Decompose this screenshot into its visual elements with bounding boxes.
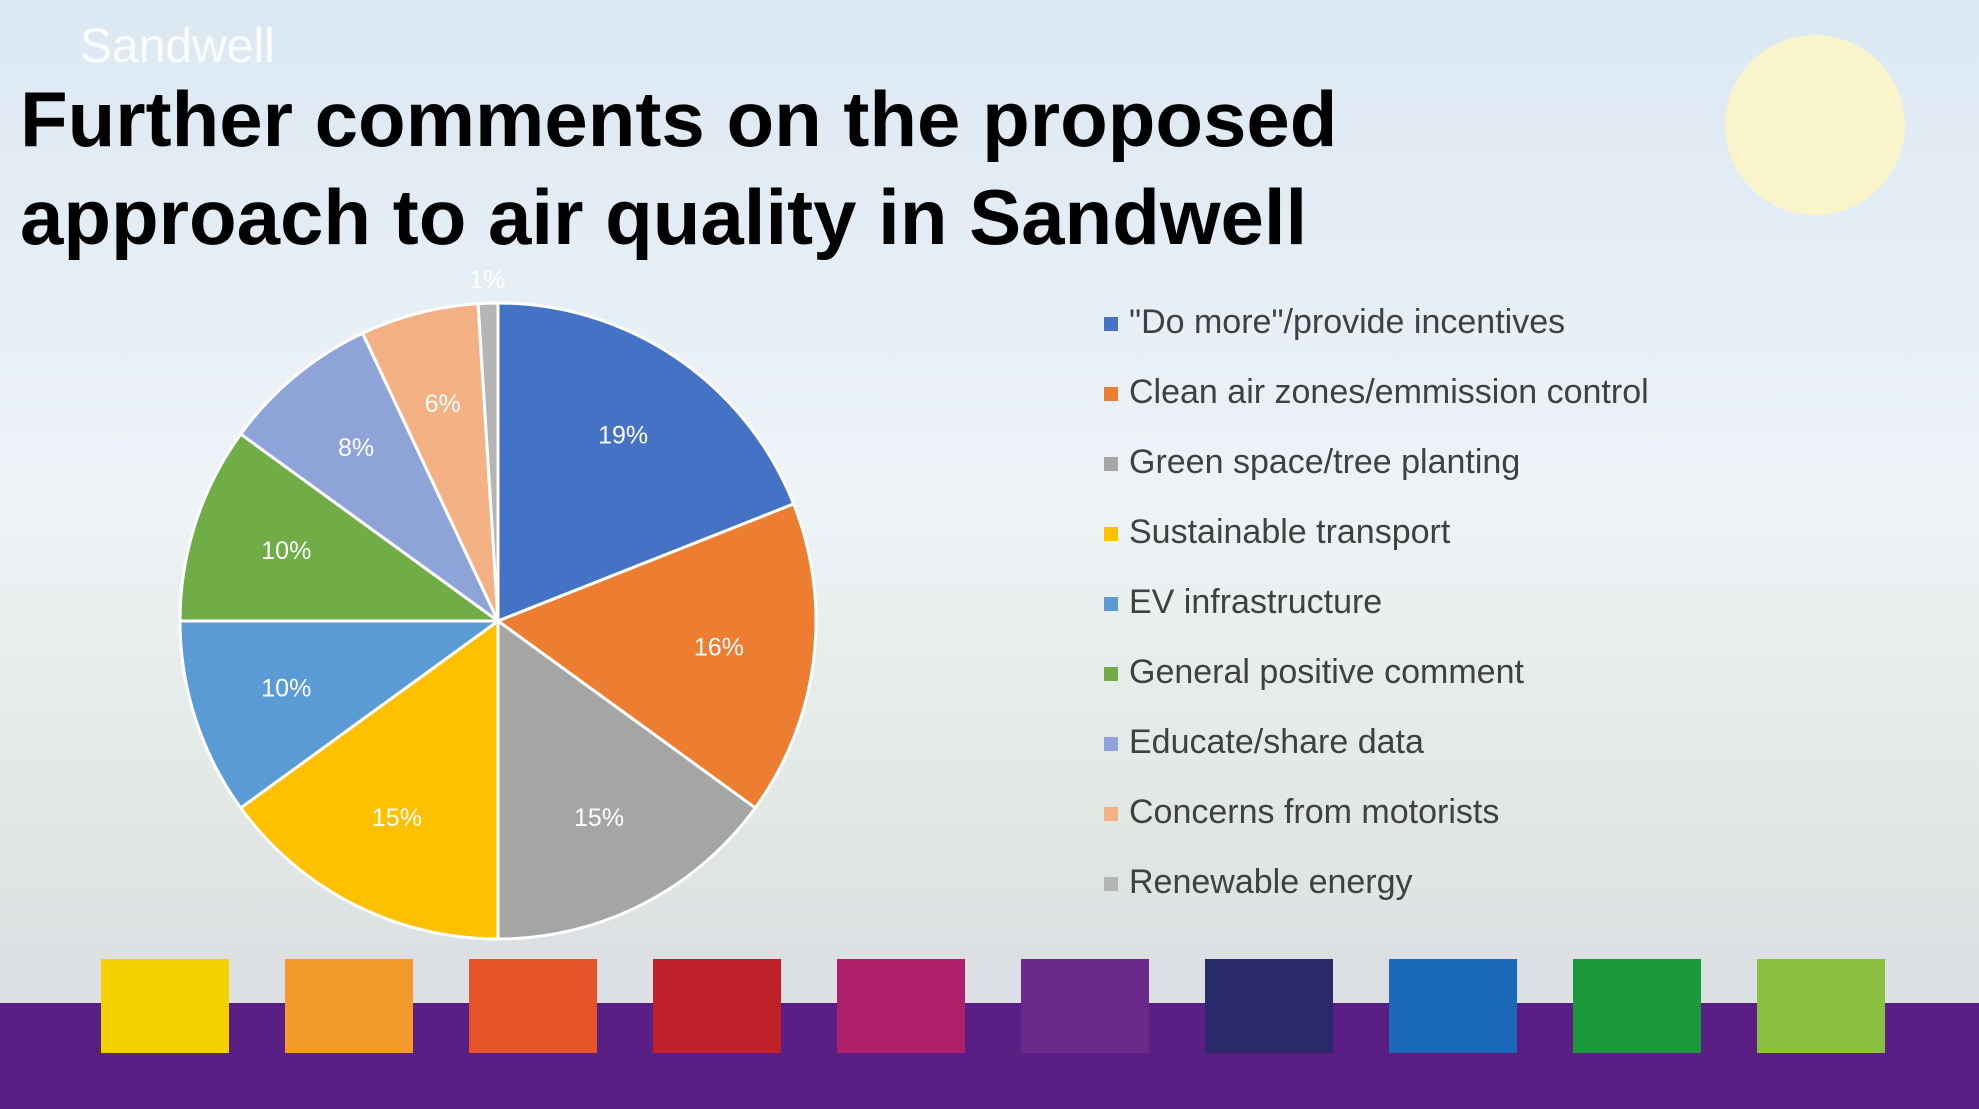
legend-swatch [1104, 527, 1118, 541]
slide: Sandwell Further comments on the propose… [0, 0, 1979, 1109]
legend-swatch [1104, 877, 1118, 891]
legend-label: Sustainable transport [1129, 513, 1451, 551]
legend-label: Clean air zones/emmission control [1129, 373, 1649, 411]
data-label: 6% [425, 390, 461, 418]
chart: Sandwell Further comments on the propose… [0, 0, 1979, 1109]
legend-label: General positive comment [1129, 653, 1525, 691]
icon [101, 959, 229, 1053]
legend-swatch [1104, 597, 1118, 611]
legend-label: Concerns from motorists [1129, 793, 1499, 831]
icon [1757, 959, 1885, 1053]
legend-swatch [1104, 807, 1118, 821]
data-label: 1% [469, 266, 505, 294]
icon [285, 959, 413, 1053]
legend-swatch [1104, 667, 1118, 681]
legend-swatch [1104, 387, 1118, 401]
data-label: 15% [574, 804, 624, 832]
legend-swatch [1104, 317, 1118, 331]
legend-swatch [1104, 457, 1118, 471]
title-box: Further comments on the proposed approac… [20, 70, 1620, 270]
logo: Sandwell [80, 20, 275, 73]
legend-label: Educate/share data [1129, 723, 1424, 761]
icon [1389, 959, 1517, 1053]
icon [1205, 959, 1333, 1053]
legend-label: Green space/tree planting [1129, 443, 1520, 481]
legend-swatch [1104, 737, 1118, 751]
legend-label: "Do more"/provide incentives [1129, 303, 1565, 341]
data-label: 8% [338, 434, 374, 462]
icon [1021, 959, 1149, 1053]
data-label: 16% [694, 634, 744, 662]
legend-label: EV infrastructure [1129, 583, 1382, 621]
icon [837, 959, 965, 1053]
chart-title: Further comments on the proposed approac… [20, 70, 1600, 266]
legend-label: Renewable energy [1129, 863, 1413, 901]
data-label: 15% [372, 804, 422, 832]
icon [469, 959, 597, 1053]
data-label: 10% [261, 537, 311, 565]
data-label: 10% [261, 674, 311, 702]
data-label: 19% [598, 422, 648, 450]
icon [1573, 959, 1701, 1053]
sun [1725, 35, 1905, 215]
icon [653, 959, 781, 1053]
